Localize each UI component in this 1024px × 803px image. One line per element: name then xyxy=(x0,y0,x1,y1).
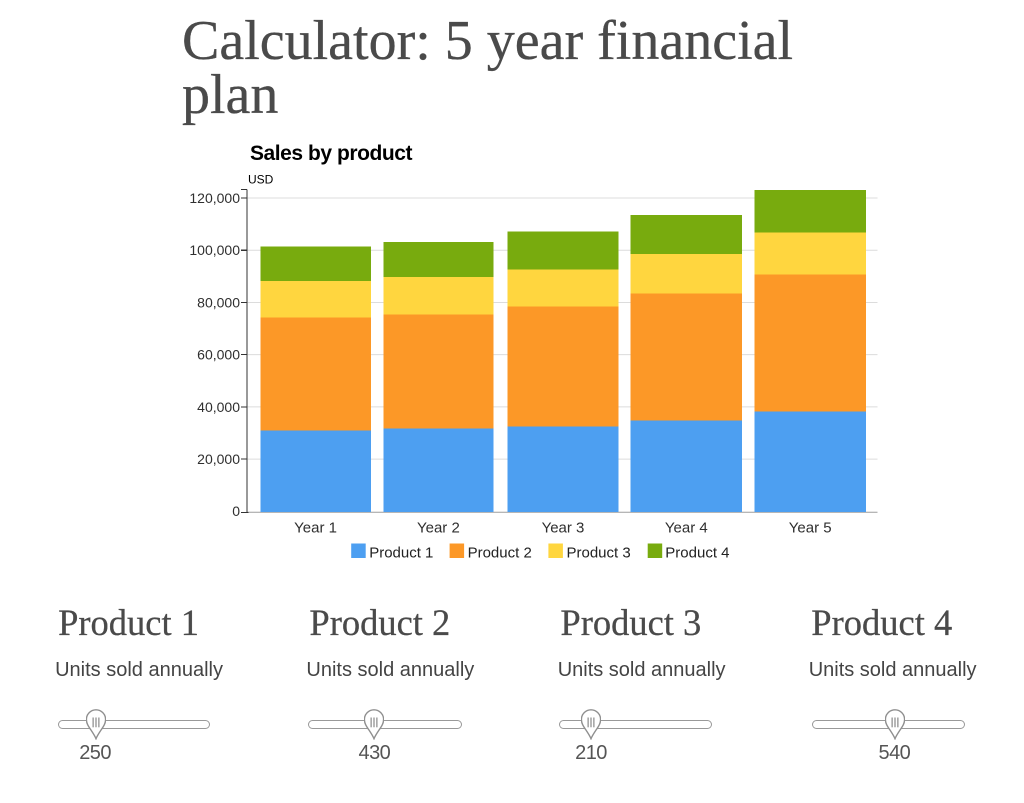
svg-text:20,000: 20,000 xyxy=(197,451,240,467)
svg-text:Sales by product: Sales by product xyxy=(250,142,412,165)
svg-text:Product 2: Product 2 xyxy=(468,545,532,562)
svg-text:Year 1: Year 1 xyxy=(294,520,337,537)
svg-text:0: 0 xyxy=(232,503,240,519)
svg-text:Year 2: Year 2 xyxy=(417,520,460,537)
svg-text:Year 5: Year 5 xyxy=(789,520,832,537)
svg-text:60,000: 60,000 xyxy=(197,347,240,363)
svg-text:USD: USD xyxy=(248,173,274,187)
svg-text:80,000: 80,000 xyxy=(197,294,240,310)
svg-text:Year 3: Year 3 xyxy=(542,520,585,537)
svg-text:100,000: 100,000 xyxy=(189,242,240,258)
svg-text:Product 3: Product 3 xyxy=(567,545,631,562)
svg-text:Year 4: Year 4 xyxy=(665,520,708,537)
svg-text:120,000: 120,000 xyxy=(189,190,240,206)
svg-text:Product 1: Product 1 xyxy=(369,545,433,562)
svg-text:40,000: 40,000 xyxy=(197,399,240,415)
svg-text:Product 4: Product 4 xyxy=(665,545,729,562)
